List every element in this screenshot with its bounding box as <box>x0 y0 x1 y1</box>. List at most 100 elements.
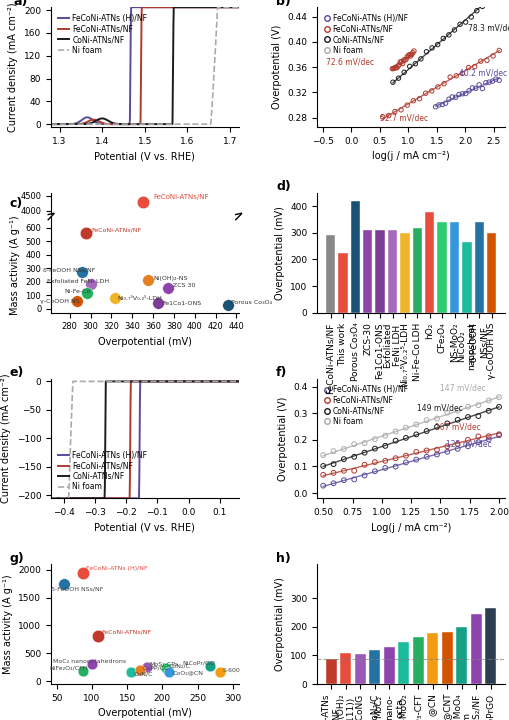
Bar <box>362 230 372 312</box>
Point <box>411 446 419 458</box>
Point <box>393 73 402 84</box>
Point <box>408 47 416 58</box>
FeCoNi-ATNs (H)/NF <box>81 494 87 503</box>
Ni foam <box>81 120 87 128</box>
X-axis label: Log(j / mA cm⁻²): Log(j / mA cm⁻²) <box>370 523 450 533</box>
Ni foam <box>235 377 241 386</box>
Bar <box>398 642 409 684</box>
FeCoNi-ATNs/NF <box>133 377 139 386</box>
Point <box>484 76 492 88</box>
Point <box>450 91 459 103</box>
Point <box>411 419 419 431</box>
FeCoNi-ATNs (H)/NF <box>81 114 87 122</box>
Point <box>463 401 471 413</box>
Point <box>378 111 386 122</box>
Bar <box>350 201 359 312</box>
Point <box>329 446 337 457</box>
Point <box>380 455 388 467</box>
Point <box>453 414 461 426</box>
Point <box>494 75 502 86</box>
Ni foam <box>133 377 139 386</box>
Text: d): d) <box>275 181 290 194</box>
Y-axis label: Current density (mA cm⁻²): Current density (mA cm⁻²) <box>1 374 11 503</box>
CoNi-ATNs/NF <box>48 120 54 128</box>
Text: ZCS 30: ZCS 30 <box>173 283 195 288</box>
Point <box>470 60 478 72</box>
Bar <box>369 649 380 684</box>
Point <box>473 410 482 422</box>
Bar <box>449 222 458 312</box>
Point <box>339 474 347 486</box>
CoNi-ATNs/NF <box>158 377 164 386</box>
Point <box>453 405 461 416</box>
Legend: FeCoNi-ATNs (H)/NF, FeCoNi-ATNs/NF, CoNi-ATNs/NF, Ni foam: FeCoNi-ATNs (H)/NF, FeCoNi-ATNs/NF, CoNi… <box>321 382 410 429</box>
Point <box>411 454 419 465</box>
Point <box>441 97 449 109</box>
FeCoNi-ATNs/NF <box>174 3 180 12</box>
Text: γ-CoOOH NS: γ-CoOOH NS <box>40 300 79 305</box>
Text: 40.2 mV/dec: 40.2 mV/dec <box>459 69 506 78</box>
Point <box>138 196 147 207</box>
Point <box>83 322 92 333</box>
Text: Ni-Fe-Co: Ni-Fe-Co <box>65 289 91 294</box>
Point <box>93 630 101 642</box>
Point <box>454 89 462 100</box>
Bar <box>437 222 446 312</box>
Point <box>455 19 463 30</box>
Bar <box>412 637 423 684</box>
Point <box>391 426 399 437</box>
Bar <box>354 654 365 684</box>
Text: NiFe₂O₄/CFH: NiFe₂O₄/CFH <box>49 666 88 671</box>
Text: h): h) <box>275 552 290 564</box>
X-axis label: Overpotential (mV): Overpotential (mV) <box>98 708 191 719</box>
FeCoNi-ATNs/NF <box>189 377 195 386</box>
Bar <box>427 633 437 684</box>
CoNi-ATNs/NF <box>189 3 195 12</box>
Bar <box>461 242 471 312</box>
CoNi-ATNs/NF <box>235 377 241 386</box>
Point <box>216 667 224 678</box>
CoNi-ATNs/NF <box>158 120 164 128</box>
Point <box>434 99 442 111</box>
Point <box>494 45 502 56</box>
Ni foam <box>48 494 54 503</box>
Point <box>350 465 358 477</box>
Point <box>409 95 417 107</box>
Point <box>154 324 162 336</box>
CoNi-ATNs/NF <box>173 377 179 386</box>
Point <box>491 73 499 85</box>
Text: NiCoPr/GO: NiCoPr/GO <box>182 661 215 666</box>
FeCoNi-ATNs (H)/NF <box>128 3 134 12</box>
Point <box>110 292 119 303</box>
Bar <box>485 608 495 684</box>
Y-axis label: Mass activity (A g⁻¹): Mass activity (A g⁻¹) <box>3 575 13 674</box>
Point <box>387 63 395 74</box>
Point <box>494 429 502 441</box>
Point <box>461 17 469 28</box>
Bar <box>383 647 394 684</box>
Point <box>422 445 430 456</box>
Point <box>110 323 119 334</box>
Point <box>87 278 95 289</box>
Point <box>473 436 482 448</box>
FeCoNi-ATNs/NF <box>48 494 54 503</box>
FeCoNi-ATNs/NF <box>138 3 145 12</box>
Point <box>427 42 435 53</box>
Point <box>79 567 88 578</box>
FeCoNi-ATNs (H)/NF <box>158 377 164 386</box>
Point <box>223 325 232 336</box>
FeCoNi-ATNs (H)/NF <box>133 3 139 12</box>
Point <box>223 299 232 310</box>
Ni foam <box>96 120 102 128</box>
Point <box>463 411 471 423</box>
Bar <box>486 233 495 312</box>
Point <box>391 435 399 446</box>
Point <box>477 1 486 12</box>
X-axis label: Potential (V vs. RHE): Potential (V vs. RHE) <box>94 523 195 533</box>
Point <box>474 79 482 91</box>
Ni foam <box>173 377 179 386</box>
CoNi-ATNs/NF <box>96 494 102 503</box>
FeCoNi-ATNs/NF <box>81 119 87 127</box>
Point <box>400 54 408 66</box>
Point <box>432 449 440 460</box>
